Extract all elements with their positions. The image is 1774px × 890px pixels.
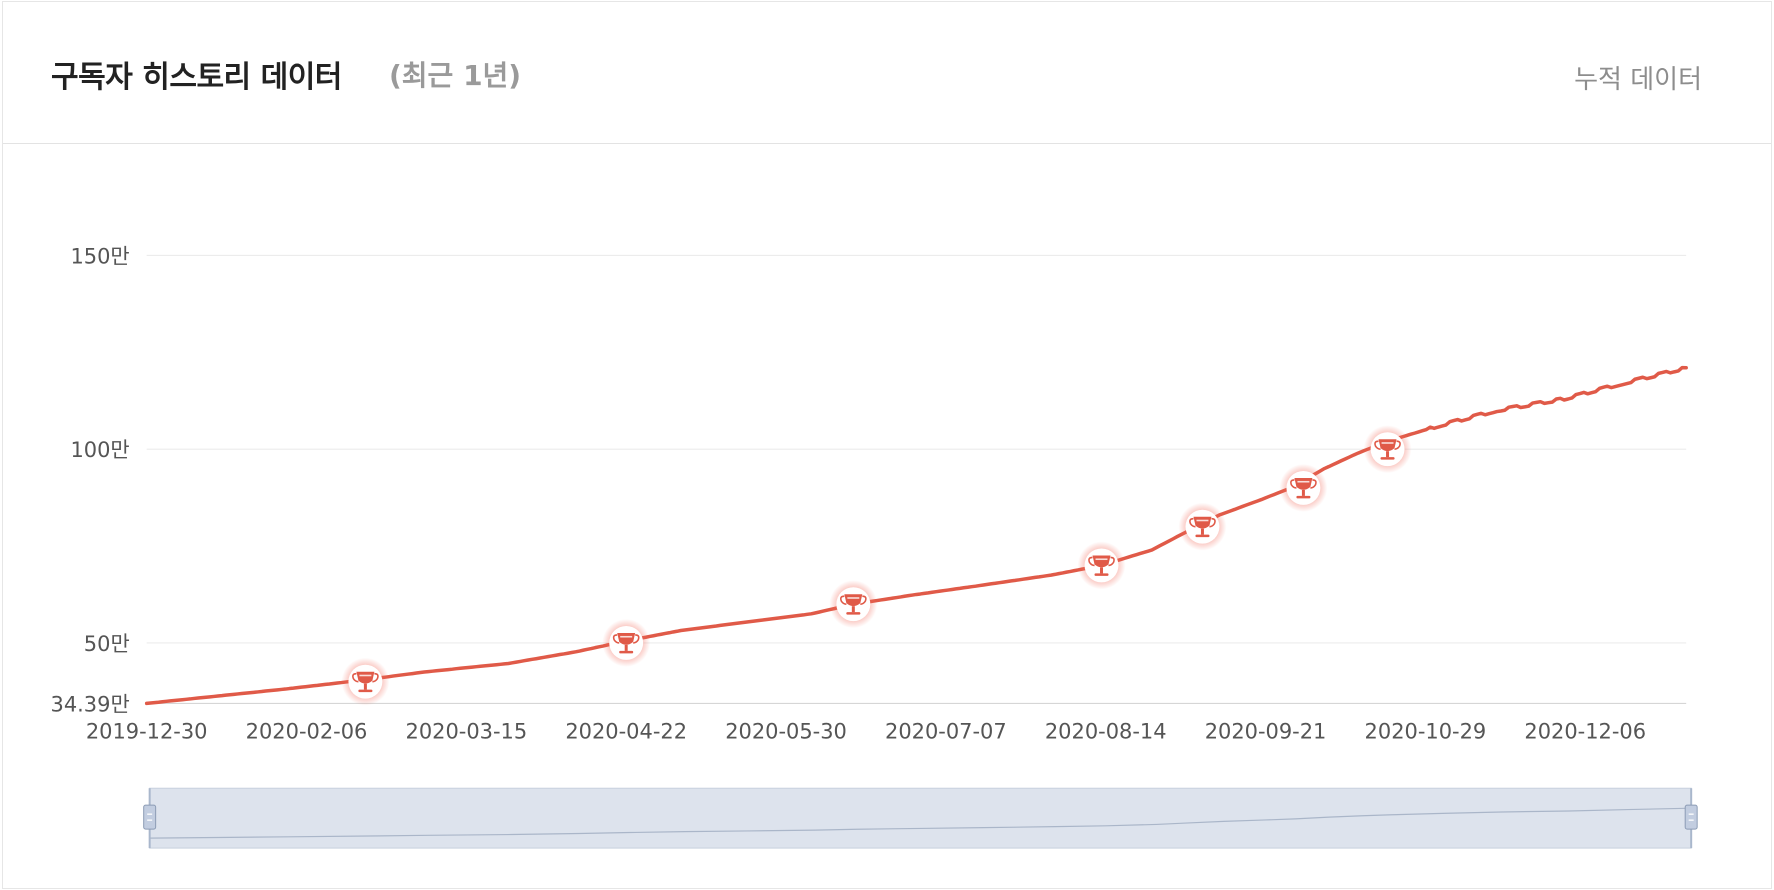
y-tick-label: 50만 [84,632,130,656]
trophy-icon [1189,516,1216,538]
trophy-icon [612,632,640,654]
trophy-marker[interactable] [1178,502,1227,551]
cumulative-data-button[interactable]: 누적 데이터 [1574,65,1702,95]
trophy-marker[interactable] [602,618,651,667]
x-tick-label: 2019-12-30 [86,719,208,743]
series-layer [144,365,1688,706]
x-tick-label: 2020-12-06 [1524,719,1646,743]
x-tick-label: 2020-05-30 [725,719,847,743]
grid-lines [146,254,1687,705]
x-axis-ticks: 2019-12-30 2020-02-06 2020-03-15 2020-04-22… [86,719,1646,743]
chart-title: 구독자 히스토리 데이터 [51,60,342,95]
trophy-icon [352,671,379,693]
x-tick-label: 2020-04-22 [565,719,687,743]
trophy-icon [1088,555,1115,576]
card-header: 구독자 히스토리 데이터 (최근 1년) 누적 데이터 [3,2,1771,144]
y-axis-ticks: 34.39만 50만 100만 150만 [51,244,130,716]
trophy-icon [1290,477,1317,499]
navigator-selection[interactable] [149,787,1692,849]
x-tick-label: 2020-09-21 [1205,719,1327,743]
range-navigator[interactable] [143,787,1698,849]
x-tick-label: 2020-07-07 [885,719,1007,743]
y-tick-label: 150만 [70,244,129,268]
trophy-marker[interactable] [341,657,390,706]
x-tick-label: 2020-02-06 [246,719,368,743]
x-tick-label: 2020-08-14 [1045,719,1167,743]
series-line [144,365,1688,706]
milestone-layer [341,425,1412,706]
navigator-left-handle[interactable] [143,804,157,830]
x-tick-label: 2020-10-29 [1365,719,1487,743]
trophy-marker[interactable] [1077,541,1126,590]
y-tick-label: 100만 [70,438,129,462]
navigator-series [149,807,1692,839]
trophy-icon [840,594,867,615]
navigator-right-handle[interactable] [1684,804,1698,830]
trophy-marker[interactable] [1279,463,1328,512]
y-tick-label: 34.39만 [51,692,130,716]
trophy-marker[interactable] [1363,425,1412,474]
x-tick-label: 2020-03-15 [406,719,528,743]
chart-subtitle: (최근 1년) [389,59,522,92]
trophy-marker[interactable] [829,580,878,629]
trophy-icon [1374,439,1401,460]
